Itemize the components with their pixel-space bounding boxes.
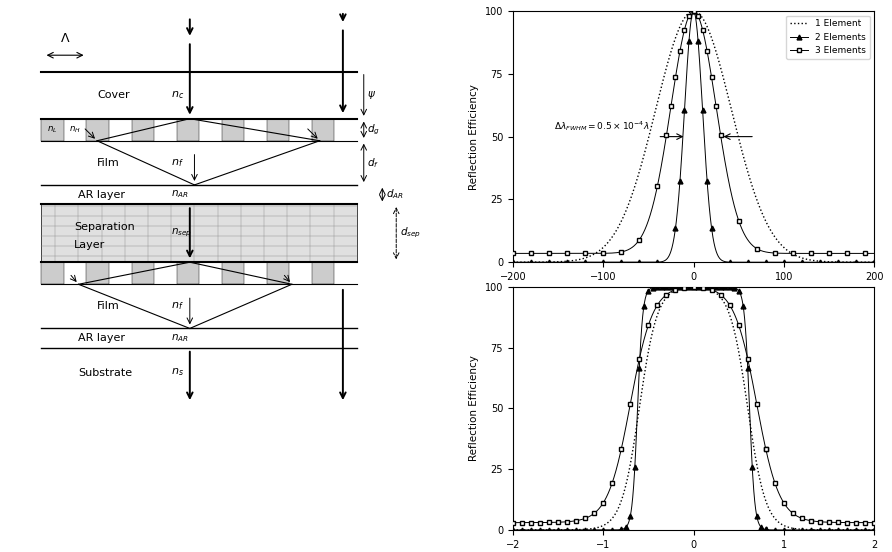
Text: $\Delta\lambda_{FWHM}=0.5\times10^{-4}\lambda$: $\Delta\lambda_{FWHM}=0.5\times10^{-4}\l… [554,119,649,132]
Text: AR layer: AR layer [78,189,126,200]
Bar [41,204,357,262]
Bar [267,119,289,141]
Bar [87,262,109,284]
Text: $n_{AR}$: $n_{AR}$ [171,189,189,200]
X-axis label: Δλ/λ
(x10⁻⁵): Δλ/λ (x10⁻⁵) [675,288,712,309]
Text: $n_f$: $n_f$ [171,157,184,169]
Text: Layer: Layer [74,240,105,251]
Y-axis label: Reflection Efficiency: Reflection Efficiency [469,355,479,461]
Text: $n_{AR}$: $n_{AR}$ [171,332,189,344]
Text: Cover: Cover [97,90,129,100]
Bar [177,119,199,141]
Bar [311,119,334,141]
Text: AR layer: AR layer [78,333,126,343]
Legend: 1 Element, 2 Elements, 3 Elements: 1 Element, 2 Elements, 3 Elements [786,15,870,59]
Text: $n_{sep}$: $n_{sep}$ [171,227,193,240]
Bar [131,262,154,284]
Text: $n_f$: $n_f$ [171,300,184,312]
Text: $\Lambda$: $\Lambda$ [60,32,70,45]
Text: $n_L$: $n_L$ [47,124,58,135]
Text: Separation: Separation [74,221,135,232]
Text: $d_f$: $d_f$ [368,156,379,169]
Text: $d_g$: $d_g$ [368,123,380,137]
Text: $n_s$: $n_s$ [171,367,184,379]
Bar [221,262,244,284]
Bar [177,262,199,284]
Bar [267,262,289,284]
Bar [41,262,64,284]
Text: $d_{AR}$: $d_{AR}$ [386,188,404,201]
Bar [41,119,64,141]
Bar [221,119,244,141]
Y-axis label: Reflection Efficiency: Reflection Efficiency [469,84,479,189]
Text: Film: Film [97,158,120,168]
Bar [311,262,334,284]
Text: $n_c$: $n_c$ [171,89,185,101]
Text: $\psi$: $\psi$ [368,89,376,101]
Text: Substrate: Substrate [78,368,133,378]
Text: $d_{sep}$: $d_{sep}$ [400,226,421,241]
Bar [131,119,154,141]
Bar [87,119,109,141]
Text: $n_H$: $n_H$ [70,124,81,135]
Text: Film: Film [97,301,120,311]
